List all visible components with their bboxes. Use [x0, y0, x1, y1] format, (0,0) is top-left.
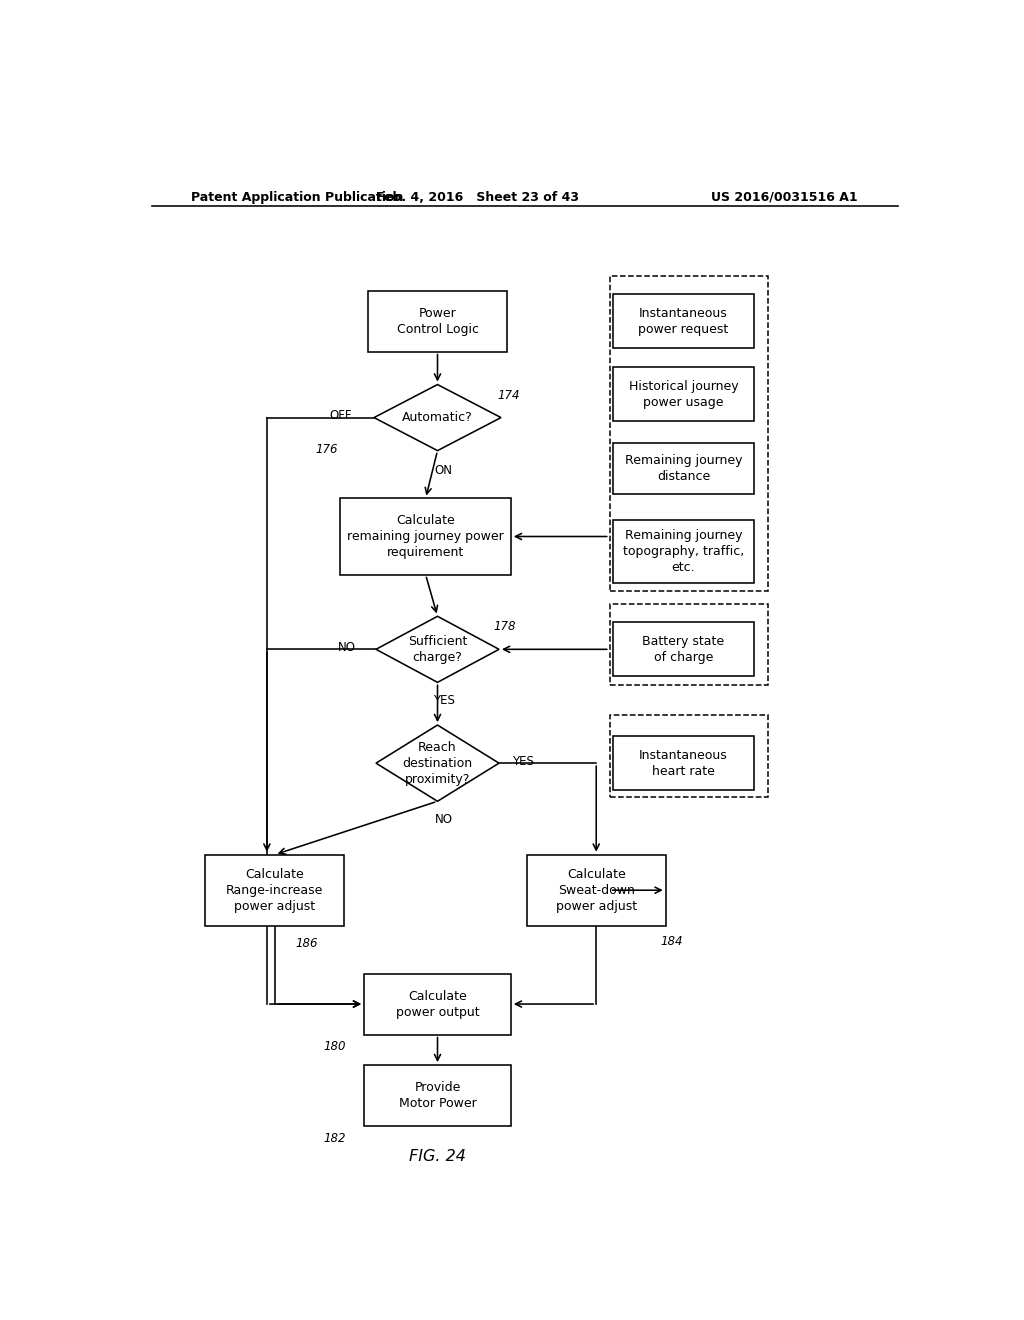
Text: Remaining journey
distance: Remaining journey distance — [625, 454, 742, 483]
Text: Instantaneous
power request: Instantaneous power request — [638, 306, 729, 335]
Text: Calculate
Range-increase
power adjust: Calculate Range-increase power adjust — [226, 867, 324, 912]
Text: Patent Application Publication: Patent Application Publication — [191, 190, 403, 203]
Bar — [206, 854, 344, 925]
Bar — [613, 444, 754, 494]
Bar — [613, 623, 754, 676]
Text: 174: 174 — [498, 388, 520, 401]
Text: FIG. 24: FIG. 24 — [409, 1148, 466, 1164]
Text: 180: 180 — [324, 1040, 345, 1053]
Bar — [613, 520, 754, 583]
Text: Remaining journey
topography, traffic,
etc.: Remaining journey topography, traffic, e… — [623, 529, 744, 574]
Text: Instantaneous
heart rate: Instantaneous heart rate — [639, 748, 728, 777]
Text: Battery state
of charge: Battery state of charge — [642, 635, 725, 664]
Text: YES: YES — [512, 755, 534, 768]
Bar — [609, 603, 768, 685]
Text: Historical journey
power usage: Historical journey power usage — [629, 380, 738, 409]
Bar — [368, 290, 507, 351]
Bar — [613, 294, 754, 348]
Bar — [526, 854, 666, 925]
Text: NO: NO — [338, 640, 356, 653]
Text: 178: 178 — [494, 620, 516, 634]
Bar — [613, 367, 754, 421]
Bar — [365, 974, 511, 1035]
Text: Calculate
power output: Calculate power output — [395, 990, 479, 1019]
Text: 184: 184 — [660, 935, 683, 948]
Text: Power
Control Logic: Power Control Logic — [396, 306, 478, 335]
Text: Calculate
remaining journey power
requirement: Calculate remaining journey power requir… — [347, 513, 504, 558]
Bar — [609, 715, 768, 797]
Text: 182: 182 — [324, 1131, 345, 1144]
Text: OFF: OFF — [330, 409, 352, 422]
Text: US 2016/0031516 A1: US 2016/0031516 A1 — [712, 190, 858, 203]
Text: NO: NO — [435, 813, 453, 826]
Polygon shape — [376, 725, 499, 801]
Bar — [613, 737, 754, 791]
Text: YES: YES — [433, 694, 455, 708]
Text: Feb. 4, 2016   Sheet 23 of 43: Feb. 4, 2016 Sheet 23 of 43 — [376, 190, 579, 203]
Text: Automatic?: Automatic? — [402, 411, 473, 424]
Text: Sufficient
charge?: Sufficient charge? — [408, 635, 467, 664]
Text: Provide
Motor Power: Provide Motor Power — [398, 1081, 476, 1110]
Text: 176: 176 — [315, 442, 338, 455]
Bar — [340, 499, 511, 574]
Text: Reach
destination
proximity?: Reach destination proximity? — [402, 741, 472, 785]
Text: ON: ON — [435, 465, 453, 478]
Text: Calculate
Sweat-down
power adjust: Calculate Sweat-down power adjust — [556, 867, 637, 912]
Bar — [609, 276, 768, 591]
Polygon shape — [374, 384, 501, 450]
Polygon shape — [376, 616, 499, 682]
Bar — [365, 1065, 511, 1126]
Text: 186: 186 — [295, 937, 317, 949]
